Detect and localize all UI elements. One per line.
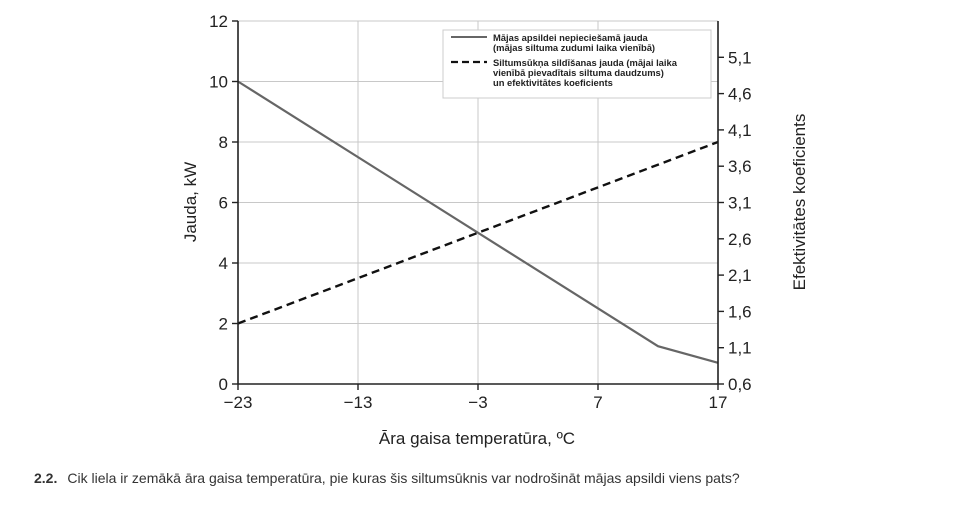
y2-tick-label: 2,1 — [728, 266, 752, 285]
y2-tick-label: 4,6 — [728, 85, 752, 104]
x-axis-label: Āra gaisa temperatūra, ºC — [379, 429, 575, 448]
y-tick-label: 10 — [209, 73, 228, 92]
y2-tick-label: 4,1 — [728, 121, 752, 140]
y2-tick-label: 0,6 — [728, 375, 752, 394]
y-axis-ticks: 0 2 4 6 8 10 12 — [209, 12, 238, 394]
y-tick-label: 2 — [219, 315, 228, 334]
y2-axis-ticks: 0,6 1,1 1,6 2,1 2,6 3,1 3,6 4,1 4,6 5,1 — [718, 48, 752, 394]
y2-tick-label: 3,1 — [728, 194, 752, 213]
y2-axis-label: Efektivitātes koeficients — [790, 114, 809, 291]
legend-label: (mājas siltuma zudumi laika vienībā) — [493, 42, 655, 53]
question-text: Cik liela ir zemākā āra gaisa temperatūr… — [67, 470, 740, 486]
y-tick-label: 0 — [219, 375, 228, 394]
heat-pump-power-line — [237, 140, 719, 325]
legend-label: vienībā pievadītais siltuma daudzums) — [493, 67, 664, 78]
x-tick-label: −23 — [224, 393, 253, 412]
y-tick-label: 12 — [209, 12, 228, 31]
y-axis-label: Jauda, kW — [181, 162, 200, 242]
y-tick-label: 8 — [219, 133, 228, 152]
chart: 0 2 4 6 8 10 12 0,6 1,1 1,6 2,1 2,6 3,1 3,6 4,1 4,6 5,1… — [181, 12, 809, 448]
question: 2.2. Cik liela ir zemākā āra gaisa temper… — [34, 470, 740, 486]
y2-tick-label: 2,6 — [728, 230, 752, 249]
x-tick-label: −3 — [468, 393, 487, 412]
series-lines — [237, 80, 719, 364]
x-tick-label: 17 — [709, 393, 728, 412]
legend-box — [442, 29, 712, 99]
y2-tick-label: 5,1 — [728, 48, 752, 67]
legend-label: Siltumsūkņa sildīšanas jauda (mājai laik… — [493, 57, 678, 68]
y2-tick-label: 1,1 — [728, 339, 752, 358]
x-axis-ticks: −23 −13 −3 7 17 — [224, 384, 728, 412]
y2-tick-label: 1,6 — [728, 302, 752, 321]
legend-label: Mājas apsildei nepieciešamā jauda — [493, 32, 649, 43]
question-number: 2.2. — [34, 470, 58, 486]
house-heating-demand-line — [237, 80, 719, 364]
x-tick-label: 7 — [593, 393, 602, 412]
legend: Mājas apsildei nepieciešamā jauda(mājas … — [442, 29, 712, 99]
legend-label: un efektivitātes koeficients — [493, 77, 613, 88]
y-tick-label: 6 — [219, 194, 228, 213]
y-tick-label: 4 — [219, 254, 228, 273]
x-tick-label: −13 — [344, 393, 373, 412]
y2-tick-label: 3,6 — [728, 157, 752, 176]
